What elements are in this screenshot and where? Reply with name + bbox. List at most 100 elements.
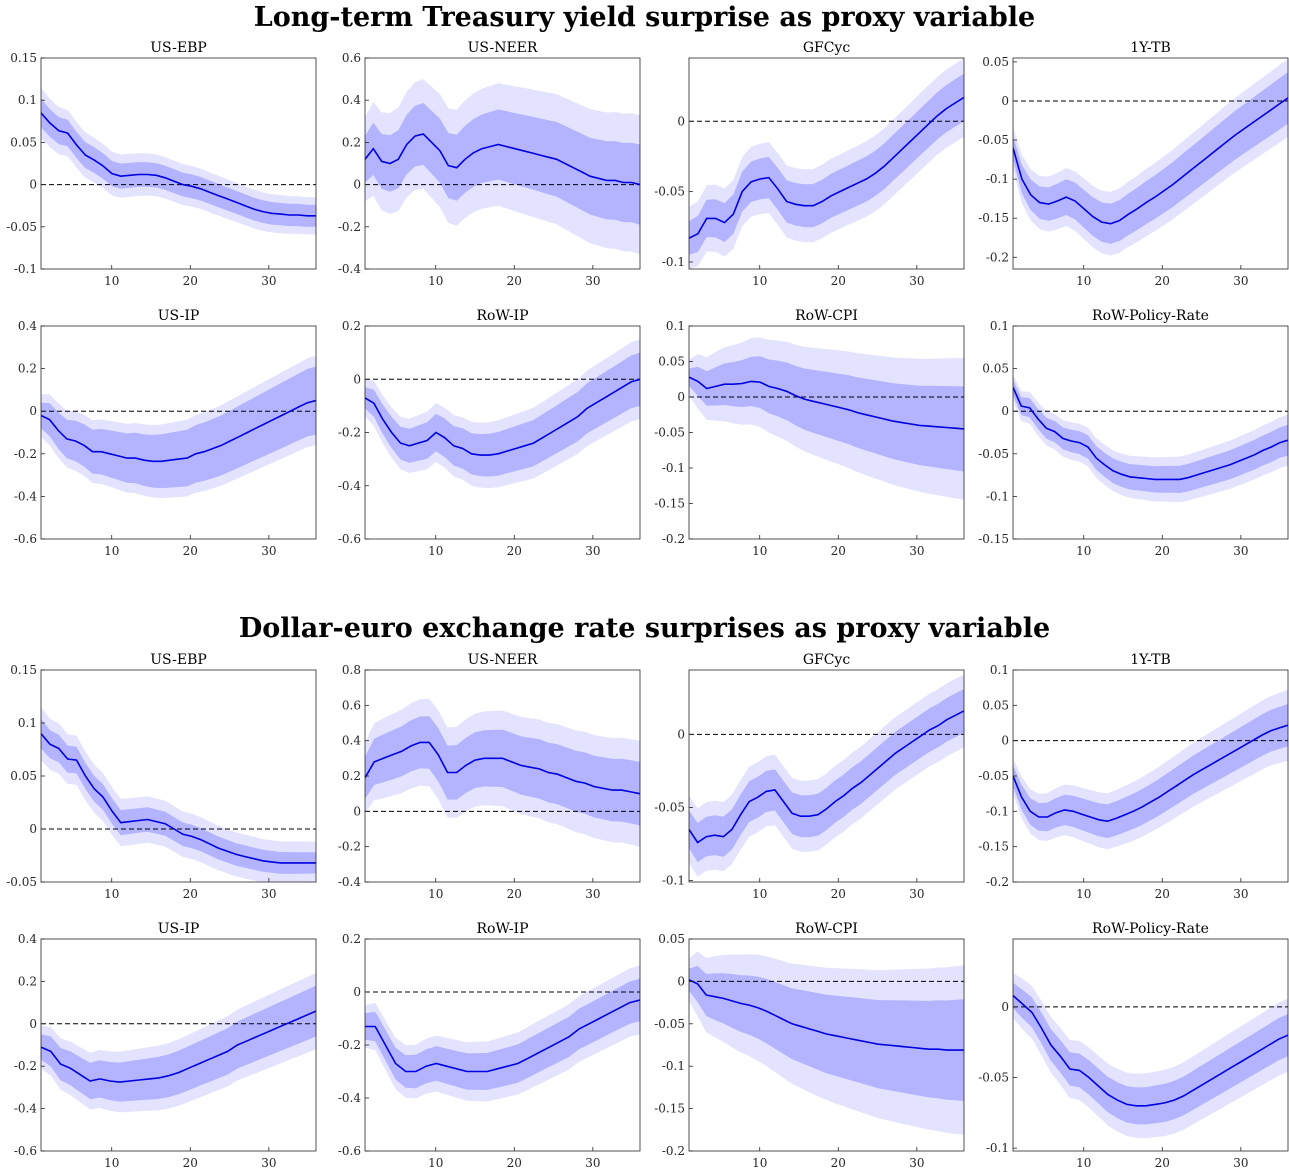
panel-row-ip-s1: RoW-IP -0.6 -0.4 -0.2 0 0.2 10 20 30 [338, 308, 641, 558]
y-tick-label: -0.2 [986, 250, 1009, 264]
panel-1y-tb-s2: 1Y-TB -0.2 -0.15 -0.1 -0.05 0 0.05 0.1 10 20 30 [978, 652, 1289, 901]
confidence-band-68 [365, 103, 640, 225]
y-tick-label: -0.05 [978, 133, 1009, 147]
y-tick-label: -0.6 [14, 532, 37, 546]
x-tick-label: 20 [183, 274, 198, 288]
confidence-band-68 [365, 352, 640, 477]
confidence-band-90 [41, 707, 316, 882]
median-response-line [689, 96, 964, 239]
panel-title: US-EBP [150, 652, 207, 668]
y-tick-label: -0.2 [338, 1038, 361, 1052]
y-tick-label: -0.1 [662, 1059, 685, 1073]
y-tick-label: -0.2 [662, 532, 685, 546]
panel-row-policy-rate-s2: RoW-Policy-Rate -0.1 -0.05 0 10 20 30 [978, 921, 1289, 1170]
y-tick-label: 0 [353, 804, 361, 818]
y-tick-label: 0.05 [10, 769, 37, 783]
confidence-band-68 [1013, 982, 1288, 1125]
y-tick-label: 0.4 [18, 319, 37, 333]
x-tick-label: 10 [104, 274, 119, 288]
confidence-band-68 [1013, 703, 1288, 838]
y-tick-label: -0.15 [654, 1102, 685, 1116]
axes-box [1012, 325, 1289, 540]
y-tick-label: -0.2 [14, 1059, 37, 1073]
x-tick-label: 20 [507, 544, 522, 558]
median-response-line [41, 1010, 316, 1083]
x-tick-label: 10 [1076, 544, 1091, 558]
y-tick-label: 0.2 [342, 932, 361, 946]
panel-title: RoW-CPI [795, 308, 858, 324]
y-tick-label: -0.05 [978, 769, 1009, 783]
x-tick-label: 10 [752, 274, 767, 288]
y-tick-label: -0.15 [978, 840, 1009, 854]
median-response-line [365, 133, 640, 186]
x-tick-label: 10 [104, 544, 119, 558]
panel-title: US-IP [158, 921, 200, 937]
panel-gfcyc-s2: GFCyc -0.1 -0.05 0 10 20 30 [654, 652, 965, 901]
median-response-line [41, 112, 316, 217]
panel-title: GFCyc [803, 40, 851, 56]
y-tick-label: 0.05 [982, 698, 1009, 712]
x-tick-label: 30 [261, 1156, 276, 1170]
median-response-line [689, 978, 964, 1051]
x-tick-label: 30 [261, 887, 276, 901]
axes-box [40, 325, 317, 540]
y-tick-label: 0.6 [342, 51, 361, 65]
y-tick-label: 0 [1001, 94, 1009, 108]
panel-title: RoW-Policy-Rate [1092, 921, 1209, 937]
confidence-band-68 [1013, 379, 1288, 493]
x-tick-label: 10 [752, 544, 767, 558]
confidence-band-68 [41, 366, 316, 489]
x-tick-label: 30 [1233, 274, 1248, 288]
y-tick-label: 0 [677, 727, 685, 741]
panel-us-ebp-s1: US-EBP -0.1 -0.05 0 0.05 0.1 0.15 10 20 30 [6, 40, 317, 288]
y-tick-label: -0.1 [662, 874, 685, 888]
y-tick-label: -0.1 [662, 255, 685, 269]
panel-row-cpi-s1: RoW-CPI -0.2 -0.15 -0.1 -0.05 0 0.05 0.1 10 20 30 [654, 308, 965, 558]
y-tick-label: 0.2 [342, 769, 361, 783]
y-tick-label: 0 [1001, 734, 1009, 748]
y-tick-label: -0.4 [14, 1102, 38, 1116]
y-tick-label: -0.15 [654, 497, 685, 511]
y-tick-label: -0.05 [654, 800, 685, 814]
y-tick-label: -0.4 [338, 1091, 362, 1105]
panel-title: 1Y-TB [1130, 652, 1170, 668]
y-tick-label: 0.15 [10, 51, 37, 65]
panel-title: 1Y-TB [1130, 40, 1170, 56]
confidence-band-90 [689, 674, 964, 877]
x-tick-label: 20 [1155, 544, 1170, 558]
y-tick-label: -0.15 [978, 532, 1009, 546]
y-tick-label: 0 [677, 390, 685, 404]
panel-title: RoW-IP [476, 308, 528, 324]
median-response-line [365, 999, 640, 1073]
median-response-line [365, 741, 640, 795]
x-tick-label: 20 [507, 887, 522, 901]
x-tick-label: 30 [261, 274, 276, 288]
y-tick-label: -0.2 [338, 840, 361, 854]
y-tick-label: 0.2 [342, 135, 361, 149]
x-tick-label: 30 [1233, 1156, 1248, 1170]
y-tick-label: -0.05 [654, 426, 685, 440]
panel-row-ip-s2: RoW-IP -0.6 -0.4 -0.2 0 0.2 10 20 30 [338, 921, 641, 1170]
x-tick-label: 20 [831, 887, 846, 901]
x-tick-label: 10 [428, 544, 443, 558]
panel-us-ip-s1: US-IP -0.6 -0.4 -0.2 0 0.2 0.4 10 20 30 [14, 308, 317, 558]
median-response-line [1013, 97, 1288, 225]
x-tick-label: 20 [1155, 1156, 1170, 1170]
x-tick-label: 20 [183, 544, 198, 558]
panel-title: RoW-CPI [795, 921, 858, 937]
confidence-band-68 [41, 718, 316, 874]
y-tick-label: 0 [29, 178, 37, 192]
x-tick-label: 10 [752, 887, 767, 901]
x-tick-label: 10 [752, 1156, 767, 1170]
panel-title: US-IP [158, 308, 200, 324]
y-tick-label: -0.2 [338, 426, 361, 440]
y-tick-label: -0.1 [14, 262, 37, 276]
y-tick-label: 0.4 [342, 734, 361, 748]
axes-box [688, 57, 965, 270]
y-tick-label: 0.2 [342, 319, 361, 333]
x-tick-label: 30 [909, 1156, 924, 1170]
y-tick-label: 0 [29, 404, 37, 418]
y-tick-label: -0.1 [986, 172, 1009, 186]
y-tick-label: 0.1 [18, 716, 37, 730]
y-tick-label: 0.4 [18, 932, 37, 946]
